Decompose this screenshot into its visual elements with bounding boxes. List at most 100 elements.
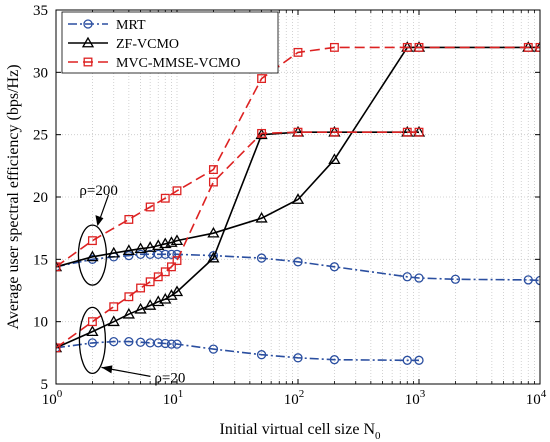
mrt-point bbox=[450, 274, 461, 284]
x-tick-exponent: 0 bbox=[57, 388, 63, 400]
rho-20-label: ρ=20 bbox=[154, 370, 185, 386]
mrt-point bbox=[153, 338, 163, 348]
legend-swatch-marker bbox=[83, 57, 93, 67]
mrt-point bbox=[135, 337, 146, 347]
legend-item-zf-vcmo: ZF-VCMO bbox=[68, 36, 179, 52]
x-tick-exponent: 4 bbox=[541, 388, 547, 400]
rho-20-arrowhead bbox=[101, 365, 113, 374]
mrt-point bbox=[293, 353, 303, 363]
y-tick-label: 35 bbox=[33, 3, 48, 19]
mrt-point bbox=[166, 339, 177, 349]
mvc-mmse-vcmo-point bbox=[257, 74, 267, 84]
mvc-mmse-vcmo-point bbox=[293, 127, 303, 137]
mrt-point bbox=[256, 350, 267, 360]
mrt-line-1 bbox=[56, 253, 540, 282]
x-axis-title: Initial virtual cell size N0 bbox=[220, 421, 382, 442]
mvc-mmse-vcmo-point bbox=[160, 267, 170, 277]
legend: MRT ZF-VCMO MVC-MMSE-VCMO bbox=[61, 11, 279, 74]
zf-vcmo-point bbox=[134, 302, 147, 314]
mvc-mmse-vcmo-point bbox=[257, 128, 267, 138]
mvc-mmse-vcmo-point bbox=[414, 127, 424, 137]
zf-vcmo-point bbox=[207, 251, 220, 263]
mvc-mmse-vcmo-point bbox=[160, 193, 170, 203]
zf-vcmo-point bbox=[291, 193, 305, 204]
zf-vcmo-point bbox=[170, 234, 184, 246]
legend-swatch-marker bbox=[83, 19, 93, 29]
zf-vcmo-point bbox=[144, 241, 157, 252]
zf-vcmo-point bbox=[134, 242, 147, 254]
mvc-mmse-vcmo-point bbox=[414, 42, 424, 52]
zf-vcmo-point bbox=[170, 285, 184, 297]
mvc-mmse-vcmo-point bbox=[402, 127, 412, 137]
x-tick-exponent: 1 bbox=[178, 388, 184, 400]
zf-vcmo-point bbox=[122, 244, 135, 256]
x-axis-title-subscript: 0 bbox=[375, 430, 381, 442]
rho-200-label: ρ=200 bbox=[79, 183, 117, 199]
legend-swatch-marker bbox=[81, 36, 95, 48]
mrt-point bbox=[208, 344, 219, 354]
zf-vcmo-point bbox=[152, 239, 165, 251]
mrt-point bbox=[523, 275, 533, 285]
x-axis-title-main: Initial virtual cell size N bbox=[220, 421, 376, 438]
rho-200-arrowhead bbox=[95, 215, 104, 227]
mrt-point bbox=[293, 257, 303, 267]
mvc-mmse-vcmo-point bbox=[535, 42, 540, 52]
mvc-mmse-vcmo-point bbox=[136, 283, 146, 293]
mrt-point bbox=[166, 249, 177, 259]
mvc-mmse-vcmo-point bbox=[208, 177, 218, 187]
mrt-line-2 bbox=[56, 340, 419, 362]
mrt-point bbox=[172, 339, 182, 349]
mvc-mmse-vcmo-point bbox=[153, 272, 163, 282]
grid bbox=[56, 10, 540, 384]
x-tick-label: 104 bbox=[526, 388, 547, 408]
y-tick-label: 20 bbox=[33, 190, 48, 206]
mrt-point bbox=[124, 336, 134, 347]
mrt-point bbox=[109, 336, 119, 347]
mvc-mmse-vcmo-point bbox=[124, 292, 134, 302]
zf-vcmo-point bbox=[144, 299, 157, 310]
zf-vcmo-point bbox=[56, 260, 63, 272]
zf-vcmo-line-2 bbox=[56, 131, 419, 349]
mrt-point bbox=[402, 272, 412, 282]
mvc-mmse-vcmo-point bbox=[109, 302, 119, 312]
mvc-mmse-vcmo-point bbox=[172, 256, 182, 266]
y-tick-label: 10 bbox=[33, 315, 48, 331]
mvc-mmse-vcmo-point bbox=[172, 186, 182, 196]
y-tick-label: 30 bbox=[33, 65, 48, 81]
y-tick-label: 5 bbox=[41, 377, 49, 393]
legend-item-mvc-mmse-vcmo: MVC-MMSE-VCMO bbox=[68, 56, 240, 71]
zf-vcmo-point bbox=[255, 211, 268, 223]
mvc-mmse-vcmo-point bbox=[167, 262, 176, 272]
x-tick-base: 10 bbox=[526, 392, 541, 408]
y-tick-labels: 5 10 15 20 25 30 35 bbox=[33, 3, 540, 393]
mrt-point bbox=[329, 262, 340, 272]
x-tick-exponent: 3 bbox=[420, 388, 426, 400]
mrt-point bbox=[535, 275, 540, 286]
zf-vcmo-point bbox=[207, 226, 220, 238]
y-tick-label: 25 bbox=[33, 128, 48, 144]
mrt-point bbox=[160, 338, 170, 349]
mrt-point bbox=[160, 249, 170, 259]
zf-vcmo-point bbox=[86, 325, 99, 337]
mvc-mmse-vcmo-point bbox=[124, 214, 134, 224]
mrt-point bbox=[135, 249, 146, 259]
zf-vcmo-point bbox=[122, 307, 135, 319]
x-tick-label: 101 bbox=[163, 388, 184, 408]
legend-label: ZF-VCMO bbox=[116, 37, 179, 52]
mvc-mmse-vcmo-point bbox=[145, 202, 155, 212]
legend-label: MVC-MMSE-VCMO bbox=[116, 56, 240, 71]
legend-item-mrt: MRT bbox=[68, 18, 146, 33]
mvc-mmse-vcmo-point bbox=[87, 236, 97, 246]
zf-vcmo-point bbox=[328, 153, 341, 165]
mvc-mmse-vcmo-point bbox=[329, 127, 339, 137]
rho-200-ellipse bbox=[77, 224, 108, 286]
mvc-mmse-vcmo-point bbox=[208, 165, 218, 175]
mrt-point bbox=[124, 250, 134, 261]
x-tick-label: 102 bbox=[284, 388, 305, 408]
zf-vcmo-point bbox=[56, 341, 63, 353]
plot-frame bbox=[55, 9, 541, 385]
mrt-point bbox=[329, 355, 340, 365]
x-tick-base: 10 bbox=[284, 392, 299, 408]
mvc-mmse-vcmo-point bbox=[293, 47, 303, 57]
